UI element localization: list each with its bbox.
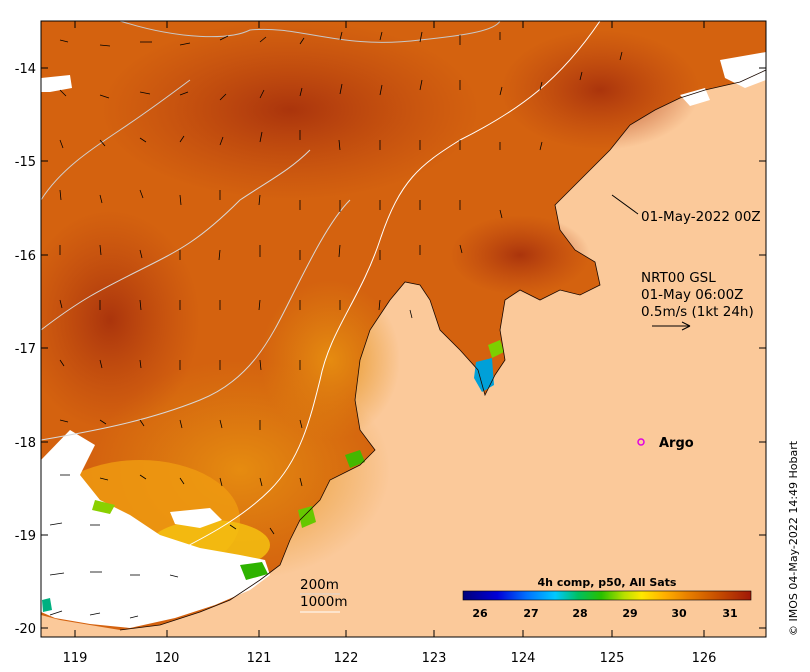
lon-tick-label: 121: [247, 651, 272, 666]
current-vectors: [49, 31, 623, 619]
argo-label: Argo: [659, 436, 694, 451]
lon-tick-label: 122: [334, 651, 359, 666]
lon-tick-label: 123: [422, 651, 447, 666]
colorbar-tick-label: 29: [622, 607, 637, 620]
lon-tick-label: 119: [63, 651, 88, 666]
nodata-cloud-patch: [170, 508, 222, 528]
coastline: [119, 69, 766, 631]
lat-tick-label: -15: [15, 155, 36, 170]
contour-mid-line: [41, 79, 191, 201]
contour-1000m-line-a: [159, 21, 601, 561]
nodata-cloud-south: [41, 430, 270, 628]
imos-credit: © IMOS 04-May-2022 14:49 Hobart: [787, 440, 800, 636]
colorbar-tick-label: 26: [472, 607, 488, 620]
axis-ticks: [41, 21, 766, 637]
contour-200m-label: 200m: [300, 577, 339, 593]
current-scale: 0.5m/s (1kt 24h): [641, 304, 754, 320]
lat-tick-label: -18: [15, 436, 36, 451]
cool-fringe-1: [345, 450, 365, 468]
colorbar: [462, 590, 752, 601]
cool-fringe-4: [92, 500, 115, 514]
nodata-cloud-ne2: [680, 88, 710, 106]
lon-tick-label: 125: [600, 651, 625, 666]
current-time: 01-May 06:00Z: [641, 287, 743, 303]
hot-zone-west: [41, 210, 200, 430]
cool-fringe-6: [488, 340, 504, 358]
contour-200m-line: [119, 21, 501, 43]
colorbar-tick-label: 30: [671, 607, 687, 620]
cool-fringe-3: [240, 562, 268, 580]
current-scale-arrow: [652, 321, 691, 331]
lon-tick-labels: 119 120 121 122 123 124 125 126: [63, 651, 717, 666]
lat-tick-label: -17: [15, 342, 36, 357]
colorbar-tick-label: 28: [572, 607, 587, 620]
lat-tick-labels: -14 -15 -16 -17 -18 -19 -20: [15, 62, 36, 637]
lon-tick-label: 126: [692, 651, 717, 666]
timestamp-label: 01-May-2022 00Z: [641, 209, 761, 225]
cool-fringe-2: [298, 506, 316, 528]
contour-200m-line-b: [41, 199, 351, 441]
hot-zone-ne: [500, 30, 700, 150]
colorbar-ticks: 26 27 28 29 30 31: [472, 607, 737, 620]
nodata-cloud-west: [41, 75, 72, 92]
cool-fringe-7: [42, 598, 52, 612]
current-title: NRT00 GSL: [641, 270, 716, 286]
colorbar-tick-label: 27: [523, 607, 538, 620]
lon-tick-label: 120: [155, 651, 180, 666]
nodata-cloud-ne: [720, 52, 766, 88]
lat-tick-label: -16: [15, 249, 36, 264]
lat-tick-label: -14: [15, 62, 36, 77]
colorbar-tick-label: 31: [722, 607, 737, 620]
hot-zone-bay: [450, 215, 590, 295]
argo-marker-icon[interactable]: [637, 438, 645, 446]
hot-zone-north: [100, 21, 480, 200]
lat-tick-label: -20: [15, 622, 36, 637]
contour-1000m-label: 1000m: [300, 594, 348, 610]
warm-zone-coast: [260, 280, 400, 440]
colorbar-title: 4h comp, p50, All Sats: [538, 576, 677, 589]
timestamp-pointer-line: [611, 194, 639, 215]
cool-fringe-5: [474, 358, 494, 392]
contour-1000m-line-b: [41, 149, 311, 331]
plot-frame: [40, 20, 767, 638]
lat-tick-label: -19: [15, 529, 36, 544]
lon-tick-label: 124: [511, 651, 536, 666]
